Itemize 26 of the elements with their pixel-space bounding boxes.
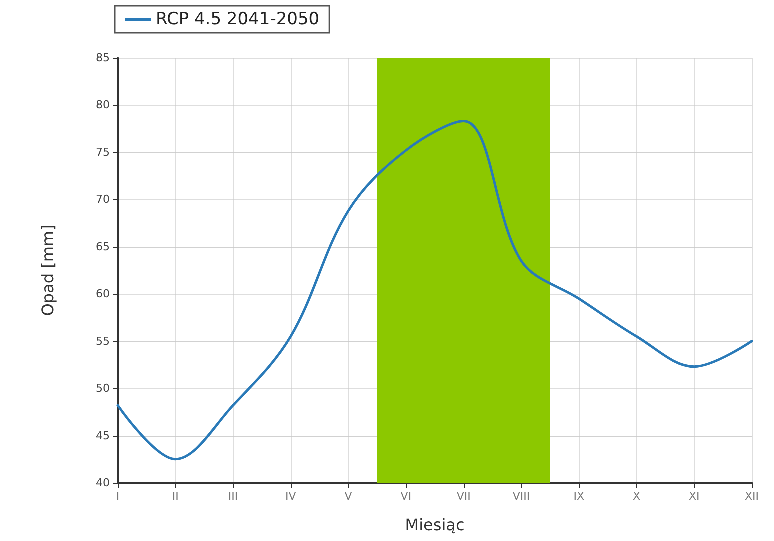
y-tick-label: 75: [96, 146, 110, 159]
x-tick-label: XI: [688, 490, 700, 503]
y-tick-label: 85: [96, 52, 110, 64]
x-tick-label: VI: [400, 490, 412, 503]
y-tick-label: 80: [96, 98, 110, 112]
x-tick-label: XII: [744, 490, 760, 503]
y-tick-label: 40: [96, 476, 110, 490]
y-tick-label: 55: [96, 334, 110, 348]
y-tick-label: 60: [96, 288, 110, 301]
y-tick-label: 45: [96, 429, 110, 442]
x-tick-label: VII: [456, 490, 471, 503]
y-tick-label: 65: [96, 240, 110, 254]
legend-label: RCP 4.5 2041-2050: [156, 10, 320, 30]
y-tick-label: 50: [96, 382, 110, 396]
x-tick-label: V: [344, 490, 353, 503]
x-axis-title: Miesiąc: [405, 516, 465, 534]
x-tick-label: IV: [286, 490, 297, 503]
x-tick-label: I: [116, 490, 120, 503]
x-tick-label: III: [228, 490, 238, 503]
x-tick-label: VIII: [512, 490, 530, 503]
line-series: [116, 120, 754, 461]
x-tick-label: II: [172, 490, 179, 503]
y-axis-title: Opad [mm]: [38, 224, 58, 316]
x-tick-label: IX: [574, 490, 585, 503]
y-tick-label: 70: [96, 193, 110, 206]
x-tick-label: X: [632, 490, 641, 503]
